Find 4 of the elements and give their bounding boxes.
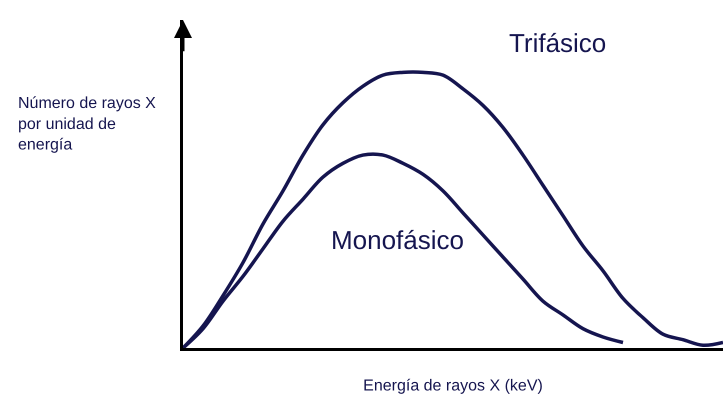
series-label: Monofásico bbox=[331, 225, 464, 255]
text: Trifásico bbox=[509, 28, 606, 58]
x-axis-title: Energía de rayos X (keV) bbox=[363, 378, 543, 395]
y-axis-title: Número de rayos X por unidad de energía bbox=[18, 95, 156, 154]
